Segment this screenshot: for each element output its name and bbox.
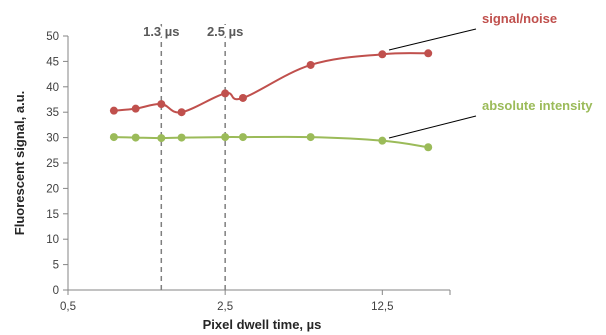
data-point (157, 100, 166, 109)
y-tick-label: 45 (46, 56, 59, 68)
y-tick-label: 40 (46, 82, 59, 94)
data-point (221, 133, 230, 142)
y-tick-label: 50 (46, 31, 59, 43)
series-label: signal/noise (482, 11, 557, 26)
data-point (157, 134, 166, 143)
series-label: absolute intensity (482, 98, 593, 113)
data-point (424, 143, 433, 152)
labels-layer: signal/noise absolute intensity (388, 11, 593, 139)
data-point (424, 49, 433, 58)
y-axis-title: Fluorescent signal, a.u. (12, 91, 27, 235)
y-tick-label: 10 (46, 234, 59, 246)
y-tick-label: 25 (46, 158, 59, 170)
data-point (131, 104, 140, 113)
data-point (109, 133, 118, 142)
data-point (378, 136, 387, 145)
data-point (238, 133, 247, 142)
reference-line-label: 1.3 µs (143, 24, 179, 39)
data-point (177, 108, 186, 117)
data-point (378, 50, 387, 59)
data-point (109, 106, 118, 115)
data-point (306, 60, 315, 69)
y-tick-label: 5 (53, 260, 59, 272)
vertical-reference-lines: 1.3 µs 2.5 µs (141, 22, 245, 290)
y-tick-label: 20 (46, 183, 59, 195)
x-tick-label: 12,5 (371, 301, 393, 313)
x-tick-label: 2,5 (217, 301, 233, 313)
series-layer (109, 49, 433, 152)
series-label-leader (388, 28, 477, 51)
reference-line-label: 2.5 µs (207, 24, 243, 39)
y-tick-label: 35 (46, 107, 59, 119)
data-point (131, 133, 140, 142)
y-tick-label: 15 (46, 209, 59, 221)
data-point (306, 133, 315, 142)
x-axis-title: Pixel dwell time, µs (203, 317, 322, 332)
y-tick-label: 0 (53, 285, 59, 297)
x-tick-label: 0,5 (60, 301, 76, 313)
data-point (177, 133, 186, 142)
series-label-leader (388, 115, 477, 139)
data-point (221, 89, 230, 98)
data-point (238, 93, 247, 102)
y-tick-label: 30 (46, 133, 59, 145)
axes: 0 5 10 15 20 25 30 35 40 45 50 0,5 2,5 12,5 (46, 31, 451, 313)
